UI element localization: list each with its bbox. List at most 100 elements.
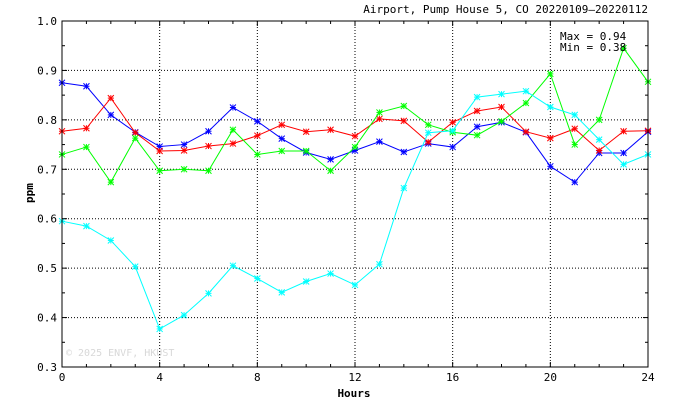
data-point bbox=[327, 270, 334, 277]
data-point bbox=[546, 134, 554, 142]
data-point bbox=[205, 142, 212, 150]
data-point bbox=[522, 128, 530, 136]
data-point bbox=[180, 141, 188, 148]
data-point bbox=[83, 124, 90, 132]
data-point bbox=[620, 149, 627, 157]
data-point bbox=[620, 44, 627, 52]
watermark: © 2025 ENVF, HKUST bbox=[66, 348, 174, 359]
data-point bbox=[205, 289, 212, 297]
data-point bbox=[327, 167, 334, 175]
data-point bbox=[400, 148, 408, 156]
data-point bbox=[131, 134, 139, 142]
data-point bbox=[546, 103, 554, 111]
data-point bbox=[83, 222, 90, 230]
chart-title: Airport, Pump House 5, CO 20220109–20220… bbox=[363, 3, 648, 16]
x-tick-label: 20 bbox=[544, 371, 557, 384]
data-point bbox=[473, 93, 481, 101]
data-point bbox=[400, 184, 408, 192]
data-point bbox=[253, 151, 261, 158]
data-point bbox=[376, 260, 383, 268]
data-point bbox=[131, 263, 139, 271]
x-tick-label: 16 bbox=[446, 371, 459, 384]
series-2 bbox=[58, 94, 652, 155]
data-point bbox=[546, 162, 554, 170]
data-point bbox=[473, 123, 481, 131]
data-point bbox=[376, 138, 383, 145]
series-4 bbox=[58, 87, 652, 333]
data-point bbox=[498, 117, 505, 125]
data-point bbox=[156, 167, 164, 175]
data-point bbox=[522, 87, 530, 95]
data-point bbox=[302, 147, 310, 155]
data-point bbox=[253, 275, 261, 282]
data-point bbox=[180, 311, 188, 319]
data-point bbox=[498, 103, 505, 111]
data-point bbox=[278, 289, 286, 296]
data-point bbox=[424, 138, 432, 146]
series-3 bbox=[58, 44, 652, 186]
y-tick-label: 0.7 bbox=[37, 163, 57, 176]
y-tick-label: 0.9 bbox=[37, 64, 57, 77]
data-point bbox=[595, 116, 603, 124]
data-point bbox=[449, 143, 457, 151]
data-point bbox=[473, 107, 481, 115]
data-point bbox=[278, 121, 286, 129]
data-point bbox=[229, 126, 237, 134]
data-point bbox=[83, 143, 90, 151]
series-group bbox=[58, 44, 652, 333]
data-point bbox=[205, 127, 212, 135]
y-tick-label: 0.3 bbox=[37, 361, 57, 374]
data-point bbox=[449, 127, 457, 135]
data-point bbox=[351, 281, 359, 289]
axis-ticks: 0 4 8 12 16 20 24 0.3 0.4 0.5 0.6 0.7 0.8 0.9 1.0 bbox=[37, 15, 655, 384]
x-tick-label: 12 bbox=[348, 371, 361, 384]
y-tick-label: 0.5 bbox=[37, 262, 57, 275]
data-point bbox=[424, 129, 432, 137]
data-point bbox=[571, 125, 579, 133]
max-annotation: Max = 0.94 bbox=[560, 30, 627, 43]
data-point bbox=[376, 109, 383, 116]
grid-lines bbox=[62, 21, 648, 367]
y-tick-label: 0.8 bbox=[37, 114, 57, 127]
x-tick-label: 8 bbox=[254, 371, 261, 384]
x-tick-label: 4 bbox=[156, 371, 163, 384]
x-axis-label: Hours bbox=[337, 387, 370, 400]
data-point bbox=[327, 126, 334, 134]
data-point bbox=[83, 82, 90, 90]
data-point bbox=[107, 237, 115, 244]
data-point bbox=[229, 104, 237, 111]
data-point bbox=[180, 165, 188, 173]
data-point bbox=[595, 136, 603, 143]
data-point bbox=[302, 128, 310, 136]
y-tick-label: 0.4 bbox=[37, 312, 57, 325]
data-point bbox=[571, 141, 579, 148]
data-point bbox=[400, 102, 408, 110]
data-point bbox=[327, 156, 334, 163]
data-point bbox=[546, 70, 554, 78]
data-point bbox=[302, 278, 310, 285]
data-point bbox=[107, 178, 115, 186]
data-point bbox=[498, 90, 505, 98]
data-point bbox=[571, 178, 579, 186]
y-tick-label: 0.6 bbox=[37, 213, 57, 226]
data-point bbox=[424, 121, 432, 129]
x-tick-label: 0 bbox=[59, 371, 66, 384]
data-point bbox=[156, 147, 164, 155]
data-point bbox=[620, 160, 627, 168]
y-axis-label: ppm bbox=[23, 183, 36, 203]
data-point bbox=[253, 117, 261, 125]
data-point bbox=[205, 167, 212, 175]
data-point bbox=[449, 118, 457, 126]
data-point bbox=[522, 99, 530, 107]
data-point bbox=[229, 140, 237, 147]
data-point bbox=[229, 262, 237, 270]
data-point bbox=[278, 135, 286, 142]
data-point bbox=[595, 147, 603, 154]
data-point bbox=[278, 147, 286, 155]
data-point bbox=[351, 143, 359, 151]
data-point bbox=[620, 127, 627, 135]
data-point bbox=[571, 111, 579, 119]
data-point bbox=[376, 115, 383, 123]
data-point bbox=[400, 117, 408, 125]
